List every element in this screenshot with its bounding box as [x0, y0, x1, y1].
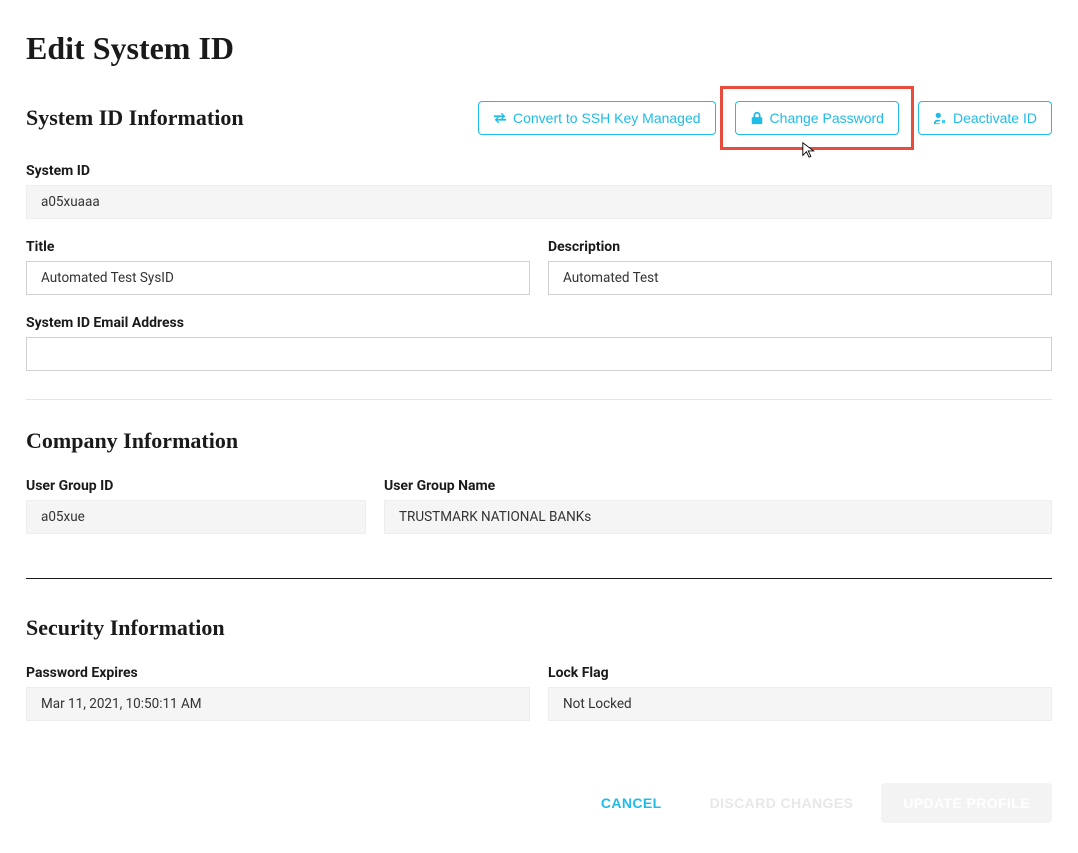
user-group-id-value: a05xue [26, 500, 366, 534]
update-profile-button: UPDATE PROFILE [881, 783, 1052, 823]
email-label: System ID Email Address [26, 315, 1052, 331]
cancel-button[interactable]: CANCEL [581, 783, 682, 823]
section-title-security: Security Information [26, 615, 1052, 641]
system-id-label: System ID [26, 163, 1052, 179]
convert-ssh-label: Convert to SSH Key Managed [513, 110, 701, 126]
action-buttons: Convert to SSH Key Managed Change Passwo… [478, 101, 1052, 135]
user-group-name-label: User Group Name [384, 478, 1052, 494]
section-system-id-info: System ID Information Convert to SSH Key… [26, 101, 1052, 371]
lock-icon [750, 111, 764, 125]
description-input[interactable] [548, 261, 1052, 295]
swap-icon [493, 111, 507, 125]
change-password-button[interactable]: Change Password [735, 101, 899, 135]
password-expires-value: Mar 11, 2021, 10:50:11 AM [26, 687, 530, 721]
section-company-info: Company Information User Group ID a05xue… [26, 428, 1052, 554]
section-title-company: Company Information [26, 428, 1052, 454]
change-password-label: Change Password [770, 110, 884, 126]
section-security-info: Security Information Password Expires Ma… [26, 615, 1052, 741]
user-group-name-value: TRUSTMARK NATIONAL BANKs [384, 500, 1052, 534]
email-input[interactable] [26, 337, 1052, 371]
deactivate-button[interactable]: Deactivate ID [918, 101, 1052, 135]
lock-flag-value: Not Locked [548, 687, 1052, 721]
section-title-system-id: System ID Information [26, 105, 244, 131]
description-label: Description [548, 239, 1052, 255]
user-group-id-label: User Group ID [26, 478, 366, 494]
title-label: Title [26, 239, 530, 255]
page-title: Edit System ID [26, 30, 1052, 67]
divider-1 [26, 399, 1052, 400]
deactivate-label: Deactivate ID [953, 110, 1037, 126]
footer-actions: CANCEL DISCARD CHANGES UPDATE PROFILE [26, 783, 1052, 823]
highlight-box: Change Password [720, 86, 914, 150]
discard-changes-button: DISCARD CHANGES [690, 783, 874, 823]
system-id-value: a05xuaaa [26, 185, 1052, 219]
title-input[interactable] [26, 261, 530, 295]
convert-ssh-button[interactable]: Convert to SSH Key Managed [478, 101, 716, 135]
password-expires-label: Password Expires [26, 665, 530, 681]
divider-2 [26, 578, 1052, 579]
user-x-icon [933, 111, 947, 125]
cursor-icon [801, 141, 819, 159]
lock-flag-label: Lock Flag [548, 665, 1052, 681]
